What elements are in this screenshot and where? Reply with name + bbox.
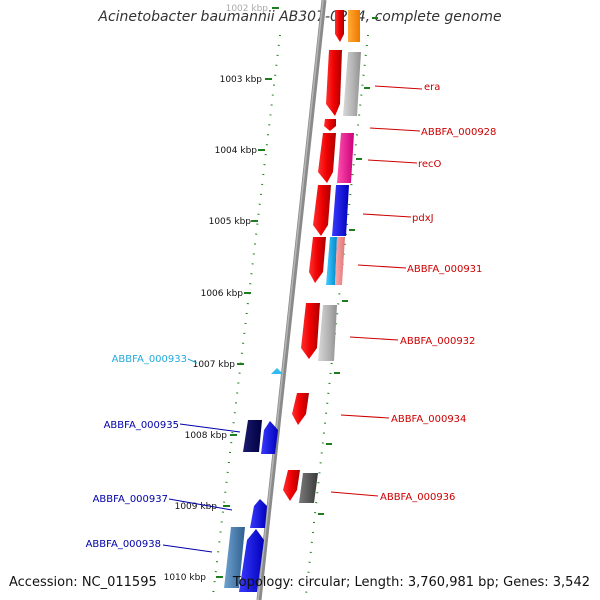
gene-arrow bbox=[283, 470, 300, 501]
outer-ticks bbox=[318, 17, 378, 515]
gene-arrow bbox=[318, 305, 337, 361]
gene-arrow bbox=[324, 119, 336, 131]
gene-arrow bbox=[326, 50, 342, 116]
kbp-label: 1009 kbp bbox=[175, 502, 218, 512]
gene-arrow bbox=[332, 185, 349, 236]
gene-label: ABBFA_000932 bbox=[400, 336, 475, 347]
gene-arrow bbox=[261, 421, 278, 454]
kbp-label: 1005 kbp bbox=[209, 217, 252, 227]
genome-backbone bbox=[256, 0, 327, 600]
gene-label: ABBFA_000928 bbox=[421, 127, 496, 138]
gene-label: ABBFA_000936 bbox=[380, 492, 455, 503]
gene-arrow bbox=[318, 133, 336, 183]
gene-arrow bbox=[292, 393, 309, 425]
kbp-label: 1007 kbp bbox=[193, 360, 236, 370]
leader-lines bbox=[162, 85, 423, 553]
gene-arrow bbox=[250, 499, 267, 528]
kbp-label: 1010 kbp bbox=[164, 573, 207, 583]
map-title: Acinetobacter baumannii AB307-0294, comp… bbox=[98, 9, 502, 25]
gene-labels: era ABBFA_000928 recO pdxJ ABBFA_000931 … bbox=[86, 82, 497, 550]
topology-text: Topology: circular; Length: 3,760,981 bp… bbox=[232, 575, 590, 590]
kbp-label: 1004 kbp bbox=[215, 146, 258, 156]
gene-label: ABBFA_000933 bbox=[112, 354, 187, 365]
kbp-label: 1008 kbp bbox=[185, 431, 228, 441]
gene-arrow bbox=[326, 237, 337, 285]
gene-label: ABBFA_000934 bbox=[391, 414, 466, 425]
gene-label: recO bbox=[418, 159, 442, 170]
gene-arrow bbox=[343, 52, 361, 116]
gene-label: ABBFA_000938 bbox=[86, 539, 161, 550]
gene-arrow bbox=[313, 185, 331, 236]
gene-arrow bbox=[335, 237, 345, 285]
gene-arrow bbox=[239, 529, 264, 592]
gene-arrow bbox=[271, 368, 283, 374]
gene-arrow bbox=[335, 10, 344, 42]
gene-label: pdxJ bbox=[412, 213, 434, 224]
gene-label: ABBFA_000935 bbox=[104, 420, 179, 431]
accession-text: Accession: NC_011595 bbox=[9, 575, 157, 590]
gene-label: era bbox=[424, 82, 440, 93]
kbp-label: 1006 kbp bbox=[201, 289, 244, 299]
gene-label: ABBFA_000931 bbox=[407, 264, 482, 275]
gene-label: ABBFA_000937 bbox=[93, 494, 168, 505]
gene-arrow bbox=[243, 420, 262, 452]
gene-arrow bbox=[299, 473, 318, 503]
gene-arrow bbox=[309, 237, 326, 283]
gene-arrow bbox=[224, 527, 245, 588]
scale-ticks: 1002 kbp 1003 kbp 1004 kbp 1005 kbp 1006… bbox=[164, 4, 279, 583]
gene-arrow bbox=[337, 133, 354, 183]
kbp-label: 1002 kbp bbox=[226, 4, 269, 14]
gene-arrow bbox=[349, 28, 360, 42]
kbp-label: 1003 kbp bbox=[220, 75, 263, 85]
gene-arrow bbox=[301, 303, 320, 359]
